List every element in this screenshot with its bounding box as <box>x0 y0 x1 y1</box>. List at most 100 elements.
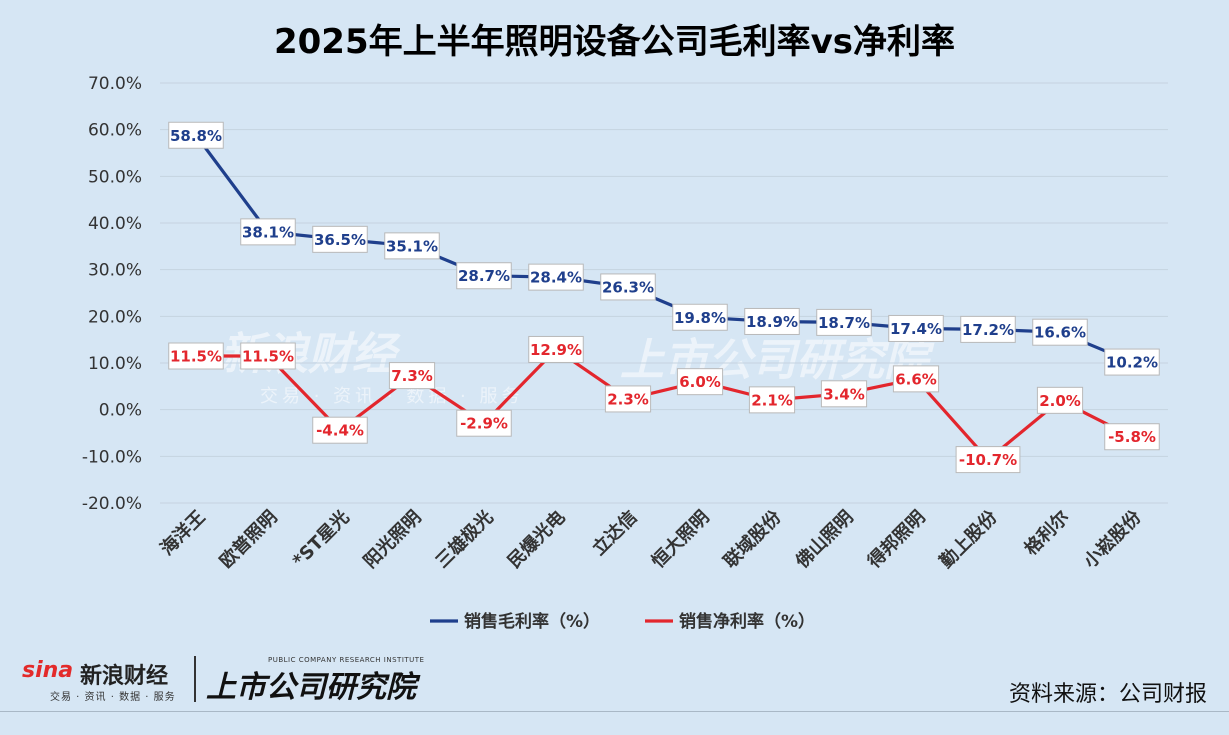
data-label-box <box>955 446 1021 474</box>
y-tick-label: 70.0% <box>88 74 142 94</box>
data-label-box <box>312 225 368 253</box>
data-label: 10.2% <box>1104 348 1160 376</box>
data-label: 19.8% <box>672 303 728 331</box>
data-label-box <box>748 386 796 414</box>
data-label: 17.2% <box>960 315 1016 343</box>
y-axis-ticks: -20.0% -10.0% 0.0% 10.0% 20.0% 30.0% 40.0% 50.0… <box>82 74 142 514</box>
x-tick-label: 民爆光电 <box>503 506 569 572</box>
data-label-text: 17.4% <box>890 320 942 338</box>
data-label: 18.7% <box>816 308 872 336</box>
data-label: 2.1% <box>748 386 796 414</box>
x-tick-label: 得邦照明 <box>862 506 929 573</box>
data-label-text: 18.7% <box>818 314 870 332</box>
logo-divider <box>194 656 196 702</box>
y-tick-label: 30.0% <box>88 261 142 281</box>
y-tick-label: 0.0% <box>99 401 142 421</box>
series-lines <box>194 134 1133 462</box>
y-tick-label: 60.0% <box>88 121 142 141</box>
data-label-text: -5.8% <box>1108 428 1156 446</box>
data-label: -4.4% <box>312 416 368 444</box>
data-label-text: 2.1% <box>751 391 793 409</box>
data-label-text: 36.5% <box>314 231 366 249</box>
y-tick-label: -10.0% <box>82 447 142 467</box>
data-label-text: -10.7% <box>959 451 1017 469</box>
data-label-text: 19.8% <box>674 309 726 327</box>
data-label-text: 35.1% <box>386 237 438 255</box>
data-label: 11.5% <box>168 342 224 370</box>
data-label-text: 12.9% <box>530 341 582 359</box>
data-label: 7.3% <box>388 362 436 390</box>
sina-logo-mark: sina <box>22 658 74 683</box>
data-label: 2.3% <box>604 385 652 413</box>
legend: 销售毛利率（%） 销售净利率（%） <box>430 611 815 632</box>
data-label-box <box>240 218 296 246</box>
data-labels: 58.8% 38.1% 36.5% 35.1% 28.7% 28.4% 26.3% 19.8%… <box>168 121 1160 474</box>
data-label: 6.6% <box>892 365 940 393</box>
data-label-box <box>892 365 940 393</box>
data-label-box <box>456 262 512 290</box>
x-tick-label: 海洋王 <box>156 506 210 560</box>
data-label-box <box>1036 386 1084 414</box>
data-label-box <box>600 273 656 301</box>
y-tick-label: 10.0% <box>88 354 142 374</box>
data-label: 16.6% <box>1032 318 1088 346</box>
x-tick-label: 三雄极光 <box>431 506 497 572</box>
data-label: 38.1% <box>240 218 296 246</box>
institute-logo: 上市公司研究院 <box>206 670 416 705</box>
data-label: 36.5% <box>312 225 368 253</box>
data-label-text: -2.9% <box>460 415 508 433</box>
data-label-box <box>604 385 652 413</box>
x-tick-label: 佛山照明 <box>790 506 857 573</box>
data-label: -2.9% <box>456 409 512 437</box>
data-label-box <box>528 263 584 291</box>
data-label-box <box>820 380 868 408</box>
data-label-text: 2.3% <box>607 390 649 408</box>
data-label-box <box>168 342 224 370</box>
chart-title: 2025年上半年照明设备公司毛利率vs净利率 <box>273 22 956 62</box>
data-label-box <box>240 342 296 370</box>
data-label-text: 17.2% <box>962 321 1014 339</box>
data-label-text: 6.6% <box>895 370 937 388</box>
y-tick-label: -20.0% <box>82 494 142 514</box>
x-tick-label: 阳光照明 <box>359 506 425 572</box>
data-label: 26.3% <box>600 273 656 301</box>
data-label-box <box>1104 348 1160 376</box>
source-note: 资料来源：公司财报 <box>1008 682 1207 707</box>
data-label-box <box>384 232 440 260</box>
data-label: 28.4% <box>528 263 584 291</box>
data-label-text: 7.3% <box>391 367 433 385</box>
data-label: 6.0% <box>676 368 724 396</box>
y-tick-label: 50.0% <box>88 167 142 187</box>
data-label-text: 2.0% <box>1039 392 1081 410</box>
legend-label: 销售净利率（%） <box>679 611 815 632</box>
data-label-box <box>744 307 800 335</box>
data-label: 18.9% <box>744 307 800 335</box>
data-label: 2.0% <box>1036 386 1084 414</box>
data-label: 11.5% <box>240 342 296 370</box>
data-label-text: 26.3% <box>602 278 654 296</box>
data-label-text: 28.4% <box>530 269 582 287</box>
x-tick-label: 欧普照明 <box>215 506 281 572</box>
x-tick-label: 联域股份 <box>719 505 786 572</box>
data-label: 12.9% <box>528 335 584 363</box>
institute-logo-en: PUBLIC COMPANY RESEARCH INSTITUTE <box>268 656 425 664</box>
legend-label: 销售毛利率（%） <box>464 611 600 632</box>
data-label: 35.1% <box>384 232 440 260</box>
data-label-text: 6.0% <box>679 373 721 391</box>
data-label-box <box>676 368 724 396</box>
data-label-text: 10.2% <box>1106 354 1158 372</box>
data-label-text: 58.8% <box>170 127 222 145</box>
data-label: 17.4% <box>888 314 944 342</box>
bottom-divider <box>0 711 1229 712</box>
x-axis-labels: 海洋王 欧普照明 *ST星光 阳光照明 三雄极光 民爆光电 立达信 恒大照明 联域股份 佛山照明得… <box>156 505 1146 573</box>
sina-finance-logo: sina 新浪财经 交易 · 资讯 · 数据 · 服务 PUBLIC COMPA… <box>22 652 432 708</box>
y-tick-label: 40.0% <box>88 214 142 234</box>
x-tick-label: 恒大照明 <box>647 506 713 572</box>
data-label-text: 38.1% <box>242 223 294 241</box>
x-tick-label: 格利尔 <box>1020 506 1074 560</box>
data-label-text: 18.9% <box>746 313 798 331</box>
data-label-box <box>312 416 368 444</box>
data-label-box <box>816 308 872 336</box>
data-label: 3.4% <box>820 380 868 408</box>
